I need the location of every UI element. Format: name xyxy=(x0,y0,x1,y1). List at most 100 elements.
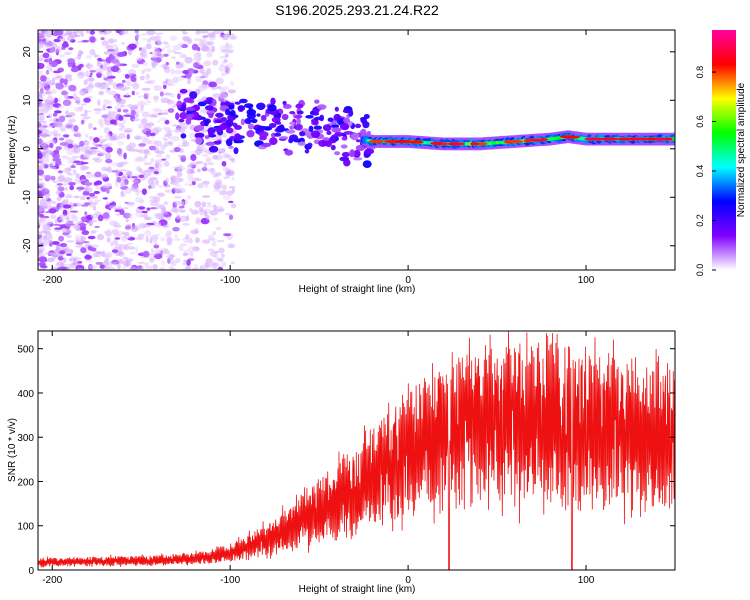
spectrogram-noise-cell xyxy=(201,69,208,77)
spectrogram-noise-cell xyxy=(56,196,62,202)
spectrogram-noise-cell xyxy=(41,196,49,201)
spectrogram-signal-cell xyxy=(323,137,330,141)
spectrogram-noise-cell xyxy=(111,249,119,254)
spectrogram-noise-cell xyxy=(222,165,228,172)
spectrogram-noise-cell xyxy=(153,244,160,249)
spectrogram-noise-cell xyxy=(185,214,189,221)
spectrogram-noise-cell xyxy=(173,195,182,199)
spectrogram-noise-cell xyxy=(85,55,92,60)
spectrogram-noise-cell xyxy=(226,67,231,73)
spectrogram-noise-cell xyxy=(207,32,216,38)
spectrogram-noise-cell xyxy=(156,248,162,252)
spectrogram-signal-cell xyxy=(224,101,231,106)
spectrogram-noise-cell xyxy=(112,261,118,265)
spectrogram-noise-cell xyxy=(110,113,115,120)
spectrogram-noise-cell xyxy=(101,82,107,85)
spectrogram-noise-cell xyxy=(219,190,228,196)
colorbar-ticks: 0.0 0.2 0.4 0.6 0.8 xyxy=(695,66,716,276)
spectrogram-signal-cell xyxy=(179,112,189,120)
spectrogram-noise-cell xyxy=(70,66,79,73)
spectrogram-signal-cell xyxy=(213,140,222,145)
spectrogram-noise-cell xyxy=(153,95,160,100)
spectrogram-ridge-peak xyxy=(477,142,488,146)
spectrogram-noise-cell xyxy=(140,135,148,141)
spectrogram-noise-cell xyxy=(150,60,159,67)
spectrogram-noise-cell xyxy=(88,75,93,78)
spectrogram-noise-cell xyxy=(165,78,169,84)
spectrogram-ridge-peak xyxy=(408,140,423,144)
spectrogram-noise-cell xyxy=(126,104,134,108)
spectrogram-noise-cell xyxy=(68,182,76,186)
spectrogram-signal-cell xyxy=(219,123,227,131)
spectrogram-signal-cell xyxy=(179,88,188,94)
spectrogram-noise-cell xyxy=(80,113,88,117)
colorbar-tick-label: 0.6 xyxy=(695,115,705,128)
y-tick-label: 300 xyxy=(17,433,34,444)
spectrogram-noise-cell xyxy=(222,195,231,201)
spectrogram-noise-cell xyxy=(110,58,120,64)
spectrogram-noise-cell xyxy=(59,78,65,84)
spectrogram-noise-cell xyxy=(122,266,126,269)
spectrogram-noise-cell xyxy=(171,56,176,59)
spectrogram-noise-cell xyxy=(152,108,162,113)
spectrogram-noise-cell xyxy=(101,185,111,188)
spectrogram-noise-cell xyxy=(204,261,210,268)
spectrogram-noise-cell xyxy=(213,217,219,221)
spectrogram-noise-cell xyxy=(208,81,218,88)
spectrogram-noise-cell xyxy=(142,224,151,228)
spectrogram-noise-cell xyxy=(165,42,171,49)
spectrogram-noise-cell xyxy=(114,237,121,240)
spectrogram-noise-cell xyxy=(221,72,226,77)
spectrogram-noise-cell xyxy=(103,63,107,70)
spectrogram-noise-cell xyxy=(88,82,94,88)
spectrogram-noise-cell xyxy=(70,165,76,169)
colorbar-tick-label: 0.4 xyxy=(695,165,705,178)
spectrogram-noise-cell xyxy=(193,38,202,41)
spectrogram-noise-cell xyxy=(167,108,175,113)
spectrogram-noise-cell xyxy=(138,142,146,148)
spectrogram-noise-cell xyxy=(162,126,171,131)
spectrogram-noise-cell xyxy=(40,107,48,115)
spectrogram-noise-cell xyxy=(109,205,116,210)
spectrogram-noise-cell xyxy=(141,87,151,91)
spectrogram-noise-cell xyxy=(117,108,122,113)
spectrogram-noise-cell xyxy=(213,185,223,190)
spectrogram-noise-cell xyxy=(166,242,172,246)
spectrogram-noise-cell xyxy=(57,170,63,174)
spectrogram-noise-cell xyxy=(100,123,104,129)
spectrogram-noise-cell xyxy=(153,85,162,91)
spectrogram-noise-cell xyxy=(170,177,174,181)
spectrogram-noise-cell xyxy=(123,127,133,133)
spectrogram-noise-cell xyxy=(102,104,106,111)
spectrogram-noise-cell xyxy=(193,263,198,270)
spectrogram-ridge-peak xyxy=(507,139,524,144)
spectrogram-noise-cell xyxy=(181,35,190,41)
spectrogram-signal-cell xyxy=(204,119,209,127)
spectrogram-noise-cell xyxy=(141,188,147,195)
spectrogram-noise-cell xyxy=(195,177,200,181)
spectrogram-noise-cell xyxy=(162,136,166,141)
spectrogram-noise-cell xyxy=(212,93,221,98)
spectrogram-noise-cell xyxy=(67,173,75,176)
spectrogram-signal-cell xyxy=(331,127,342,133)
spectrogram-noise-cell xyxy=(94,157,103,163)
spectrogram-noise-cell xyxy=(157,40,163,47)
spectrogram-noise-cell xyxy=(124,225,132,230)
spectrogram-signal-cell xyxy=(269,137,278,146)
spectrogram-noise-cell xyxy=(122,88,126,91)
spectrogram-noise-cell xyxy=(67,112,76,117)
spectrogram-noise-cell xyxy=(89,36,96,43)
spectrogram-noise-cell xyxy=(97,233,105,241)
spectrogram-noise-cell xyxy=(143,148,150,155)
spectrogram-noise-cell xyxy=(191,181,196,186)
spectrogram-noise-cell xyxy=(61,90,68,96)
spectrogram-noise-cell xyxy=(134,158,138,163)
spectrogram-signal-cell xyxy=(353,150,361,158)
spectrogram-noise-cell xyxy=(38,213,45,218)
spectrogram-noise-cell xyxy=(38,190,42,196)
spectrogram-noise-cell xyxy=(77,134,81,137)
spectrogram-signal-cell xyxy=(340,144,348,149)
spectrogram-ridge-peak xyxy=(395,139,408,144)
spectrogram-noise-cell xyxy=(141,118,148,125)
